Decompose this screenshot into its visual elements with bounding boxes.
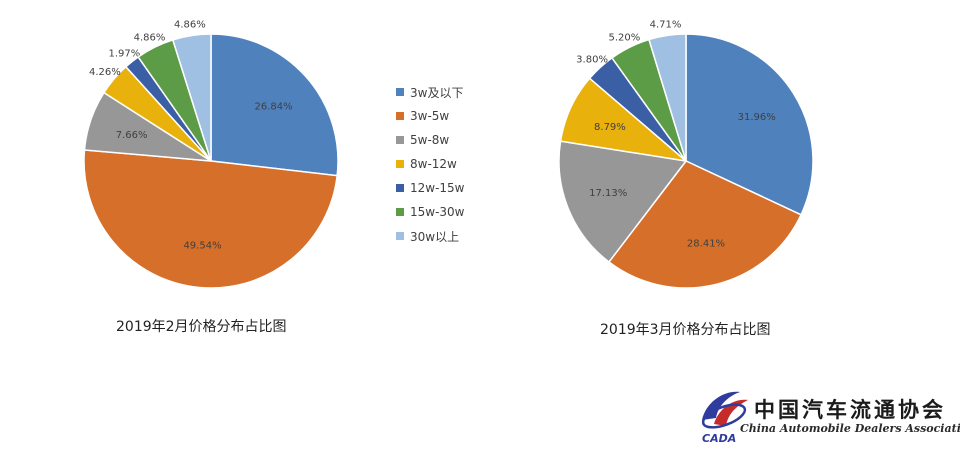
legend-swatch xyxy=(396,232,404,240)
legend-item: 12w-15w xyxy=(396,176,465,200)
data-label-2: 49.54% xyxy=(183,240,221,251)
legend-item: 8w-12w xyxy=(396,152,465,176)
data-label-3: 17.13% xyxy=(589,188,627,199)
chart-legend: 3w及以下 3w-5w 5w-8w 8w-12w 12w-15w 15w-30w 30w以上 xyxy=(396,80,465,248)
pie-slice-2 xyxy=(607,160,803,289)
data-label-7: 4.71% xyxy=(650,20,682,31)
legend-item: 15w-30w xyxy=(396,200,465,224)
data-label-7: 4.86% xyxy=(174,20,206,31)
legend-swatch xyxy=(396,88,404,96)
legend-swatch xyxy=(396,136,404,144)
pie-slice-7 xyxy=(171,33,212,162)
data-label-6: 4.86% xyxy=(134,32,166,43)
legend-item: 5w-8w xyxy=(396,128,465,152)
pie-slice-1 xyxy=(210,33,339,177)
pie-slice-7 xyxy=(648,33,687,162)
data-label-4: 8.79% xyxy=(594,122,626,133)
chart-title-march: 2019年3月价格分布占比图 xyxy=(600,322,771,338)
data-label-4: 4.26% xyxy=(89,67,121,78)
legend-swatch xyxy=(396,208,404,216)
data-label-5: 3.80% xyxy=(576,55,608,66)
legend-label: 3w及以下 xyxy=(410,85,464,100)
pie-slice-2 xyxy=(83,149,338,289)
legend-swatch xyxy=(396,160,404,168)
data-label-2: 28.41% xyxy=(687,238,725,249)
data-label-1: 26.84% xyxy=(255,101,293,112)
logo-badge-text: CADA xyxy=(702,432,736,445)
legend-swatch xyxy=(396,112,404,120)
data-label-5: 1.97% xyxy=(109,48,141,59)
cada-logo: CADA 中国汽车流通协会 China Automobile Dealers A… xyxy=(694,380,960,448)
legend-label: 8w-12w xyxy=(410,157,457,171)
legend-item: 30w以上 xyxy=(396,224,465,248)
pie-slice-3 xyxy=(558,140,688,264)
chart-title-february: 2019年2月价格分布占比图 xyxy=(116,319,287,335)
legend-label: 12w-15w xyxy=(410,181,465,195)
data-label-1: 31.96% xyxy=(738,112,776,123)
cada-emblem-icon: CADA xyxy=(701,391,748,445)
logo-english-name: China Automobile Dealers Association xyxy=(740,422,960,435)
legend-label: 3w-5w xyxy=(410,109,450,123)
legend-item: 3w及以下 xyxy=(396,80,465,104)
logo-chinese-name: 中国汽车流通协会 xyxy=(754,397,946,422)
legend-swatch xyxy=(396,184,404,192)
legend-label: 5w-8w xyxy=(410,133,450,147)
data-label-6: 5.20% xyxy=(608,32,640,43)
legend-label: 30w以上 xyxy=(410,229,460,244)
data-label-3: 7.66% xyxy=(116,130,148,141)
legend-label: 15w-30w xyxy=(410,205,465,219)
legend-item: 3w-5w xyxy=(396,104,465,128)
pie-slice-1 xyxy=(685,33,814,216)
